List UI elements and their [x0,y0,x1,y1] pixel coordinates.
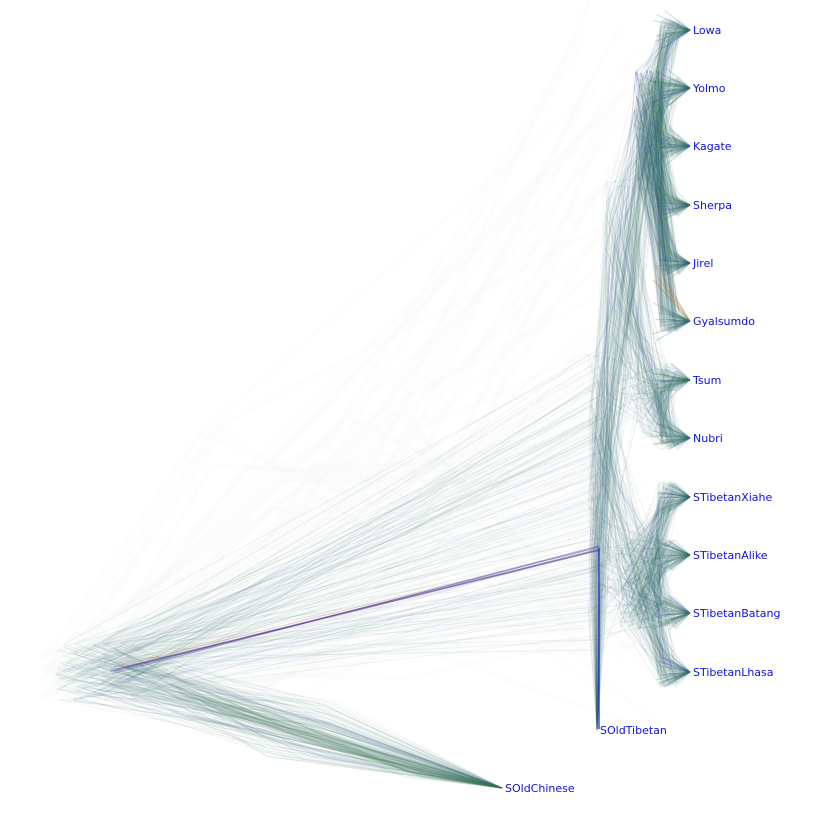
taxon-label-yolmo: Yolmo [692,82,726,95]
taxon-label-nubri: Nubri [693,432,723,445]
taxon-label-stibetanalike: STibetanAlike [693,549,768,562]
taxon-label-soldchinese: SOldChinese [505,782,575,795]
taxon-label-soldtibetan: SOldTibetan [600,724,667,737]
taxon-labels: Lowa Yolmo Kagate Sherpa Jirel Gyalsumdo… [505,24,781,795]
consensus-root-lines [110,545,600,729]
taxon-label-stibetanbatang: STibetanBatang [693,607,781,620]
taxon-label-stibetanxiahe: STibetanXiahe [693,491,772,504]
taxon-label-sherpa: Sherpa [693,199,732,212]
taxon-label-jirel: Jirel [692,257,713,270]
taxon-label-stibetanlhasa: STibetanLhasa [693,666,774,679]
taxon-label-kagate: Kagate [693,140,732,153]
tree-cloud-lines [54,10,691,789]
taxon-label-gyalsumdo: Gyalsumdo [693,315,755,328]
taxon-label-tsum: Tsum [692,374,721,387]
taxon-label-lowa: Lowa [693,24,721,37]
